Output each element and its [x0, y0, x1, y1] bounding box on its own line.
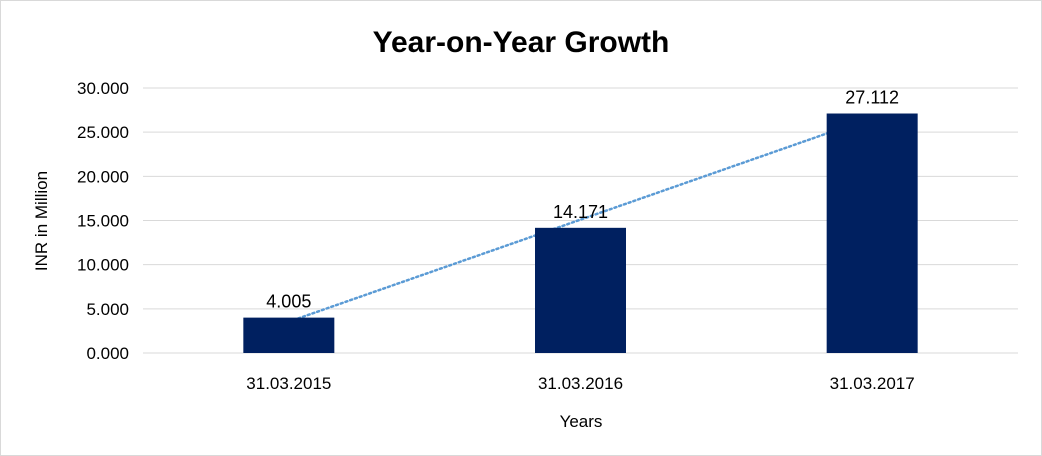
y-tick-label: 25.000	[77, 123, 129, 142]
data-label: 4.005	[266, 292, 311, 312]
x-axis-label: Years	[560, 412, 603, 431]
data-label: 27.112	[845, 88, 899, 108]
bar-31.03.2017	[826, 113, 918, 353]
data-label: 14.171	[553, 202, 608, 222]
trendline-path	[287, 116, 874, 323]
x-tick-label: 31.03.2015	[246, 374, 331, 393]
y-tick-label: 5.000	[86, 300, 129, 319]
y-tick-label: 15.000	[77, 212, 129, 231]
bar-31.03.2015	[243, 317, 335, 353]
x-tick-label: 31.03.2017	[830, 374, 915, 393]
data-labels: 4.005 14.171 27.112	[266, 88, 899, 312]
y-tick-label: 20.000	[77, 167, 129, 186]
y-tick-label: 10.000	[77, 256, 129, 275]
y-axis-label: INR in Million	[32, 171, 51, 271]
bar-31.03.2016	[535, 227, 626, 353]
trendline	[287, 116, 874, 323]
x-tick-label: 31.03.2016	[538, 374, 623, 393]
bars	[243, 113, 918, 353]
y-tick-label: 30.000	[77, 79, 129, 98]
y-tick-label: 0.000	[86, 344, 129, 363]
y-axis-ticks: 0.000 5.000 10.000 15.000 20.000 25.000 30.000	[77, 79, 129, 363]
x-axis-ticks: 31.03.2015 31.03.2016 31.03.2017	[246, 374, 914, 393]
chart-title: Year-on-Year Growth	[373, 26, 670, 59]
